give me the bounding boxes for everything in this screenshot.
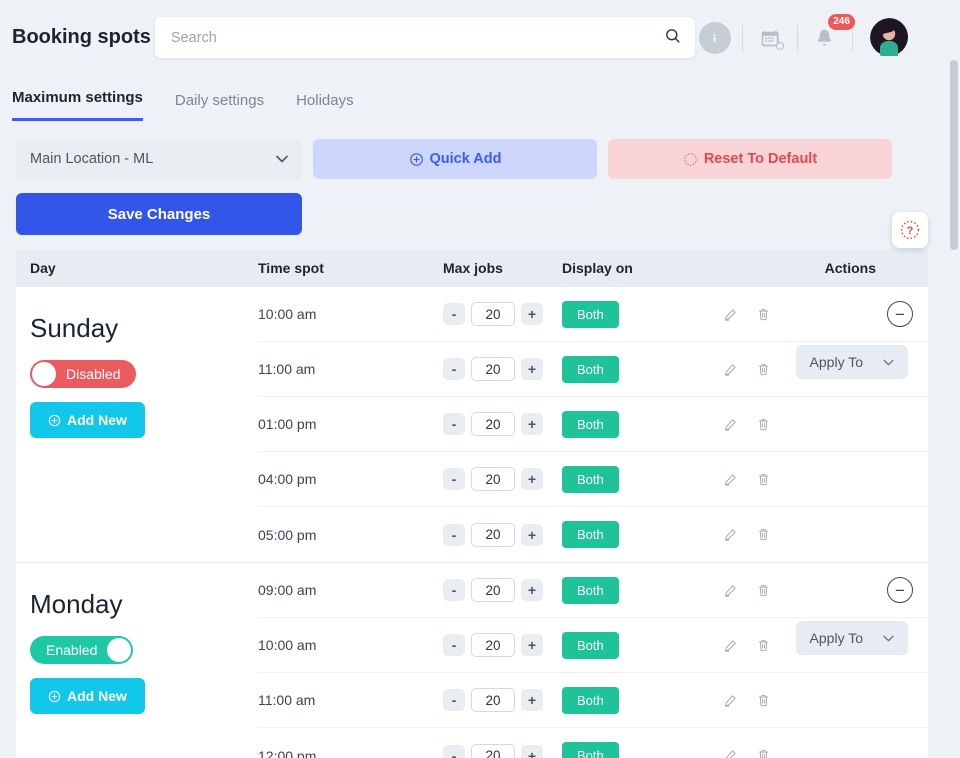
svg-text:?: ? <box>907 225 914 237</box>
